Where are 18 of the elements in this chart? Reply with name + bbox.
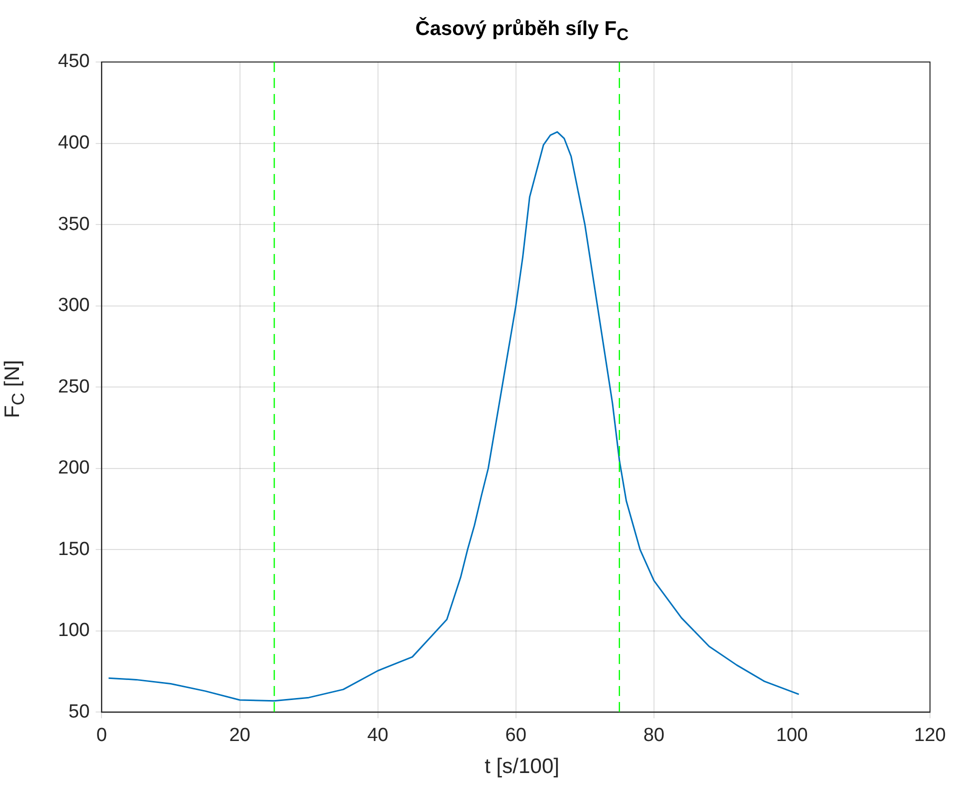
x-tick-label: 100 — [776, 724, 808, 746]
x-tick-label: 40 — [367, 724, 388, 746]
y-tick-label: 450 — [58, 51, 90, 72]
y-tick-label: 300 — [58, 295, 90, 316]
y-tick-label: 400 — [58, 132, 90, 154]
y-tick-label: 50 — [68, 701, 90, 722]
x-tick-label: 60 — [505, 724, 526, 746]
x-axis-title: t [s/100] — [484, 755, 560, 779]
y-tick-label: 250 — [58, 376, 90, 398]
y-tick-label: 100 — [58, 620, 90, 642]
x-tick-label: 20 — [229, 724, 250, 746]
chart-title: Časový průběh síly F$_{C}$ — [414, 18, 630, 45]
y-tick-label: 350 — [58, 214, 90, 235]
x-tick-label: 120 — [914, 724, 946, 746]
x-tick-label: 80 — [643, 724, 664, 746]
y-tick-label: 200 — [58, 458, 90, 479]
x-tick-label: 0 — [96, 724, 107, 746]
y-tick-label: 150 — [58, 538, 90, 560]
